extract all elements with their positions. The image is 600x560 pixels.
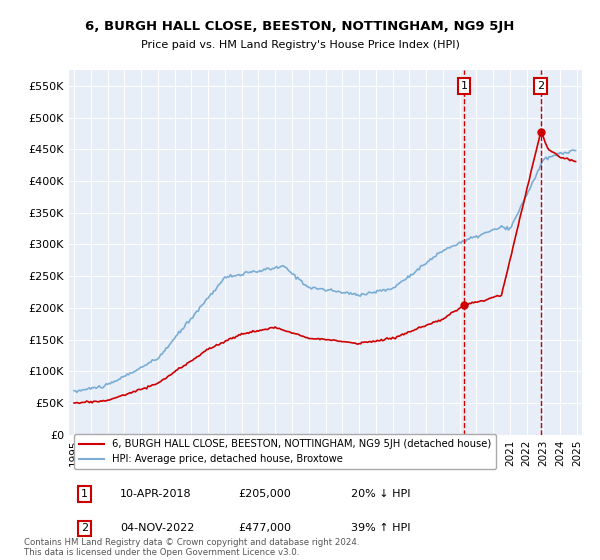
Text: 2: 2 <box>81 523 88 533</box>
Legend: 6, BURGH HALL CLOSE, BEESTON, NOTTINGHAM, NG9 5JH (detached house), HPI: Average: 6, BURGH HALL CLOSE, BEESTON, NOTTINGHAM… <box>74 434 496 469</box>
Text: 1: 1 <box>81 489 88 499</box>
Text: Price paid vs. HM Land Registry's House Price Index (HPI): Price paid vs. HM Land Registry's House … <box>140 40 460 50</box>
Text: 04-NOV-2022: 04-NOV-2022 <box>121 523 194 533</box>
Text: £205,000: £205,000 <box>238 489 291 499</box>
Text: 20% ↓ HPI: 20% ↓ HPI <box>351 489 410 499</box>
Text: £477,000: £477,000 <box>238 523 291 533</box>
Text: 39% ↑ HPI: 39% ↑ HPI <box>351 523 410 533</box>
Text: 6, BURGH HALL CLOSE, BEESTON, NOTTINGHAM, NG9 5JH: 6, BURGH HALL CLOSE, BEESTON, NOTTINGHAM… <box>85 20 515 34</box>
Text: Contains HM Land Registry data © Crown copyright and database right 2024.
This d: Contains HM Land Registry data © Crown c… <box>24 538 359 557</box>
Text: 1: 1 <box>461 81 467 91</box>
Text: 2: 2 <box>537 81 544 91</box>
Text: 10-APR-2018: 10-APR-2018 <box>121 489 192 499</box>
